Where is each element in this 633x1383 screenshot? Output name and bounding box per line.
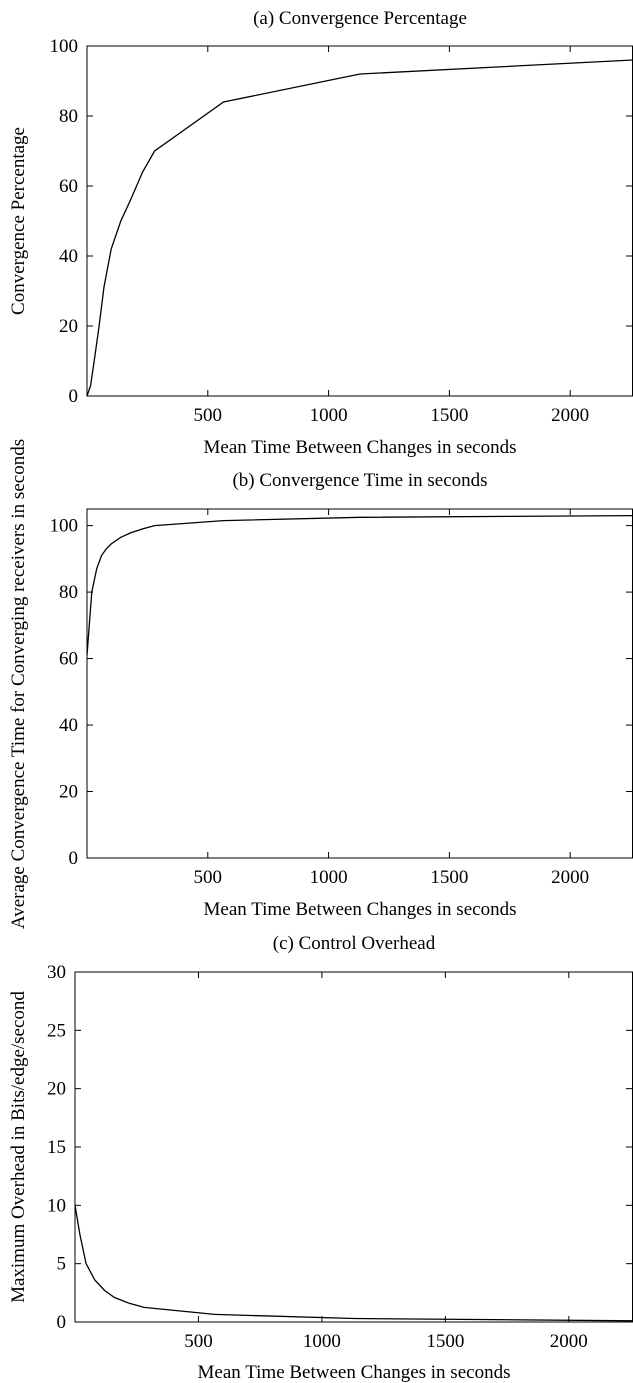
x-tick-label: 2000 bbox=[551, 867, 589, 888]
y-tick-label: 40 bbox=[59, 715, 78, 736]
x-tick-label: 500 bbox=[194, 867, 223, 888]
y-tick-label: 0 bbox=[69, 386, 79, 407]
y-tick-label: 100 bbox=[50, 36, 79, 57]
y-tick-label: 20 bbox=[59, 782, 78, 803]
y-tick-label: 80 bbox=[59, 106, 78, 127]
x-axis-label: Mean Time Between Changes in seconds bbox=[198, 1362, 511, 1383]
x-tick-label: 2000 bbox=[550, 1331, 588, 1352]
y-tick-label: 25 bbox=[47, 1020, 66, 1041]
y-tick-label: 20 bbox=[59, 316, 78, 337]
chart-title: (c) Control Overhead bbox=[273, 933, 436, 954]
chart-3: (c) Control Overhead 500 1000 1500 2000 0 5 10 1… bbox=[8, 933, 633, 1383]
x-tick-label: 500 bbox=[184, 1331, 213, 1352]
y-tick-label: 0 bbox=[69, 848, 79, 869]
x-tick-label: 500 bbox=[194, 405, 223, 426]
x-tick-label: 1500 bbox=[430, 867, 468, 888]
y-tick-label: 15 bbox=[47, 1137, 66, 1158]
y-tick-label: 0 bbox=[57, 1312, 67, 1333]
chart-title: (b) Convergence Time in seconds bbox=[232, 470, 487, 491]
y-tick-label: 60 bbox=[59, 176, 78, 197]
y-tick-label: 40 bbox=[59, 246, 78, 267]
x-axis-label: Mean Time Between Changes in seconds bbox=[204, 899, 517, 920]
x-tick-label: 1500 bbox=[426, 1331, 464, 1352]
y-axis-label: Convergence Percentage bbox=[8, 127, 29, 315]
y-tick-label: 20 bbox=[47, 1079, 66, 1100]
series-line-1 bbox=[86, 59, 633, 397]
y-tick-label: 80 bbox=[59, 582, 78, 603]
x-tick-label: 1000 bbox=[303, 1331, 341, 1352]
y-tick-label: 10 bbox=[47, 1195, 66, 1216]
y-tick-label: 30 bbox=[47, 962, 66, 983]
plot-frame bbox=[74, 971, 633, 1323]
plot-frame bbox=[86, 45, 633, 397]
x-axis-label: Mean Time Between Changes in seconds bbox=[204, 437, 517, 458]
y-axis-label: Maximum Overhead in Bits/edge/second bbox=[8, 991, 29, 1303]
series-line-1 bbox=[74, 1205, 633, 1322]
y-tick-label: 60 bbox=[59, 649, 78, 670]
x-tick-label: 1000 bbox=[310, 405, 348, 426]
chart-title: (a) Convergence Percentage bbox=[253, 8, 467, 29]
y-axis-label: Average Convergence Time for Converging … bbox=[8, 439, 29, 929]
x-tick-label: 1500 bbox=[430, 405, 468, 426]
x-tick-label: 2000 bbox=[551, 405, 589, 426]
series-line-1 bbox=[86, 514, 633, 656]
y-tick-label: 100 bbox=[50, 516, 79, 537]
plot-frame bbox=[86, 508, 633, 859]
y-tick-label: 5 bbox=[57, 1254, 67, 1275]
x-tick-label: 1000 bbox=[310, 867, 348, 888]
